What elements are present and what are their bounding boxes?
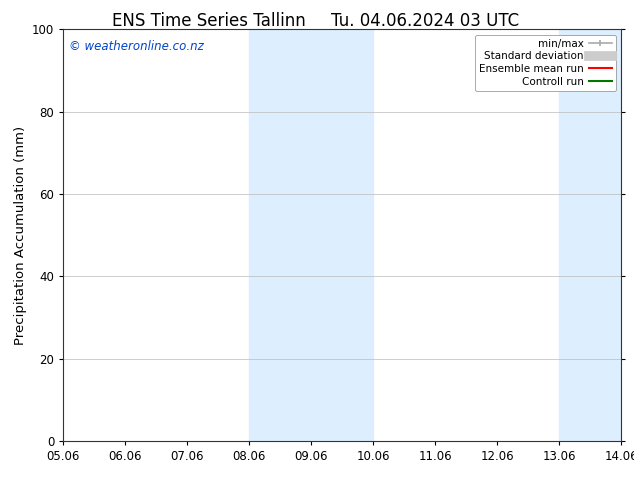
- Legend: min/max, Standard deviation, Ensemble mean run, Controll run: min/max, Standard deviation, Ensemble me…: [475, 35, 616, 91]
- Text: ENS Time Series Tallinn: ENS Time Series Tallinn: [112, 12, 306, 30]
- Bar: [559, 29, 621, 441]
- Text: Tu. 04.06.2024 03 UTC: Tu. 04.06.2024 03 UTC: [331, 12, 519, 30]
- Y-axis label: Precipitation Accumulation (mm): Precipitation Accumulation (mm): [13, 125, 27, 345]
- Text: © weatheronline.co.nz: © weatheronline.co.nz: [69, 40, 204, 53]
- Bar: [249, 29, 373, 441]
